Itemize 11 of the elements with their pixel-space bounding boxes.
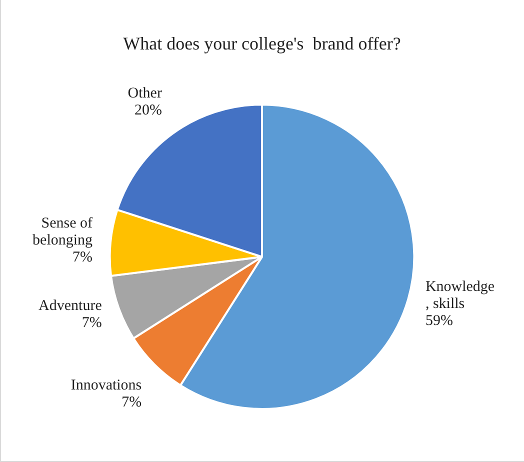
data-label: 7%	[122, 394, 142, 411]
data-label: 20%	[134, 102, 162, 119]
slice-label: Innovations	[70, 378, 142, 394]
slice-label: Sense of belonging	[32, 216, 94, 249]
slice-label: Knowledge , skills	[425, 279, 495, 312]
slice-label: Other	[128, 86, 162, 102]
data-label: 7%	[72, 250, 93, 266]
chart-title: What does your college's brand offer?	[123, 34, 401, 54]
data-label: 59%	[425, 313, 453, 330]
slice-label: Adventure	[38, 298, 102, 314]
data-label: 7%	[82, 314, 102, 331]
